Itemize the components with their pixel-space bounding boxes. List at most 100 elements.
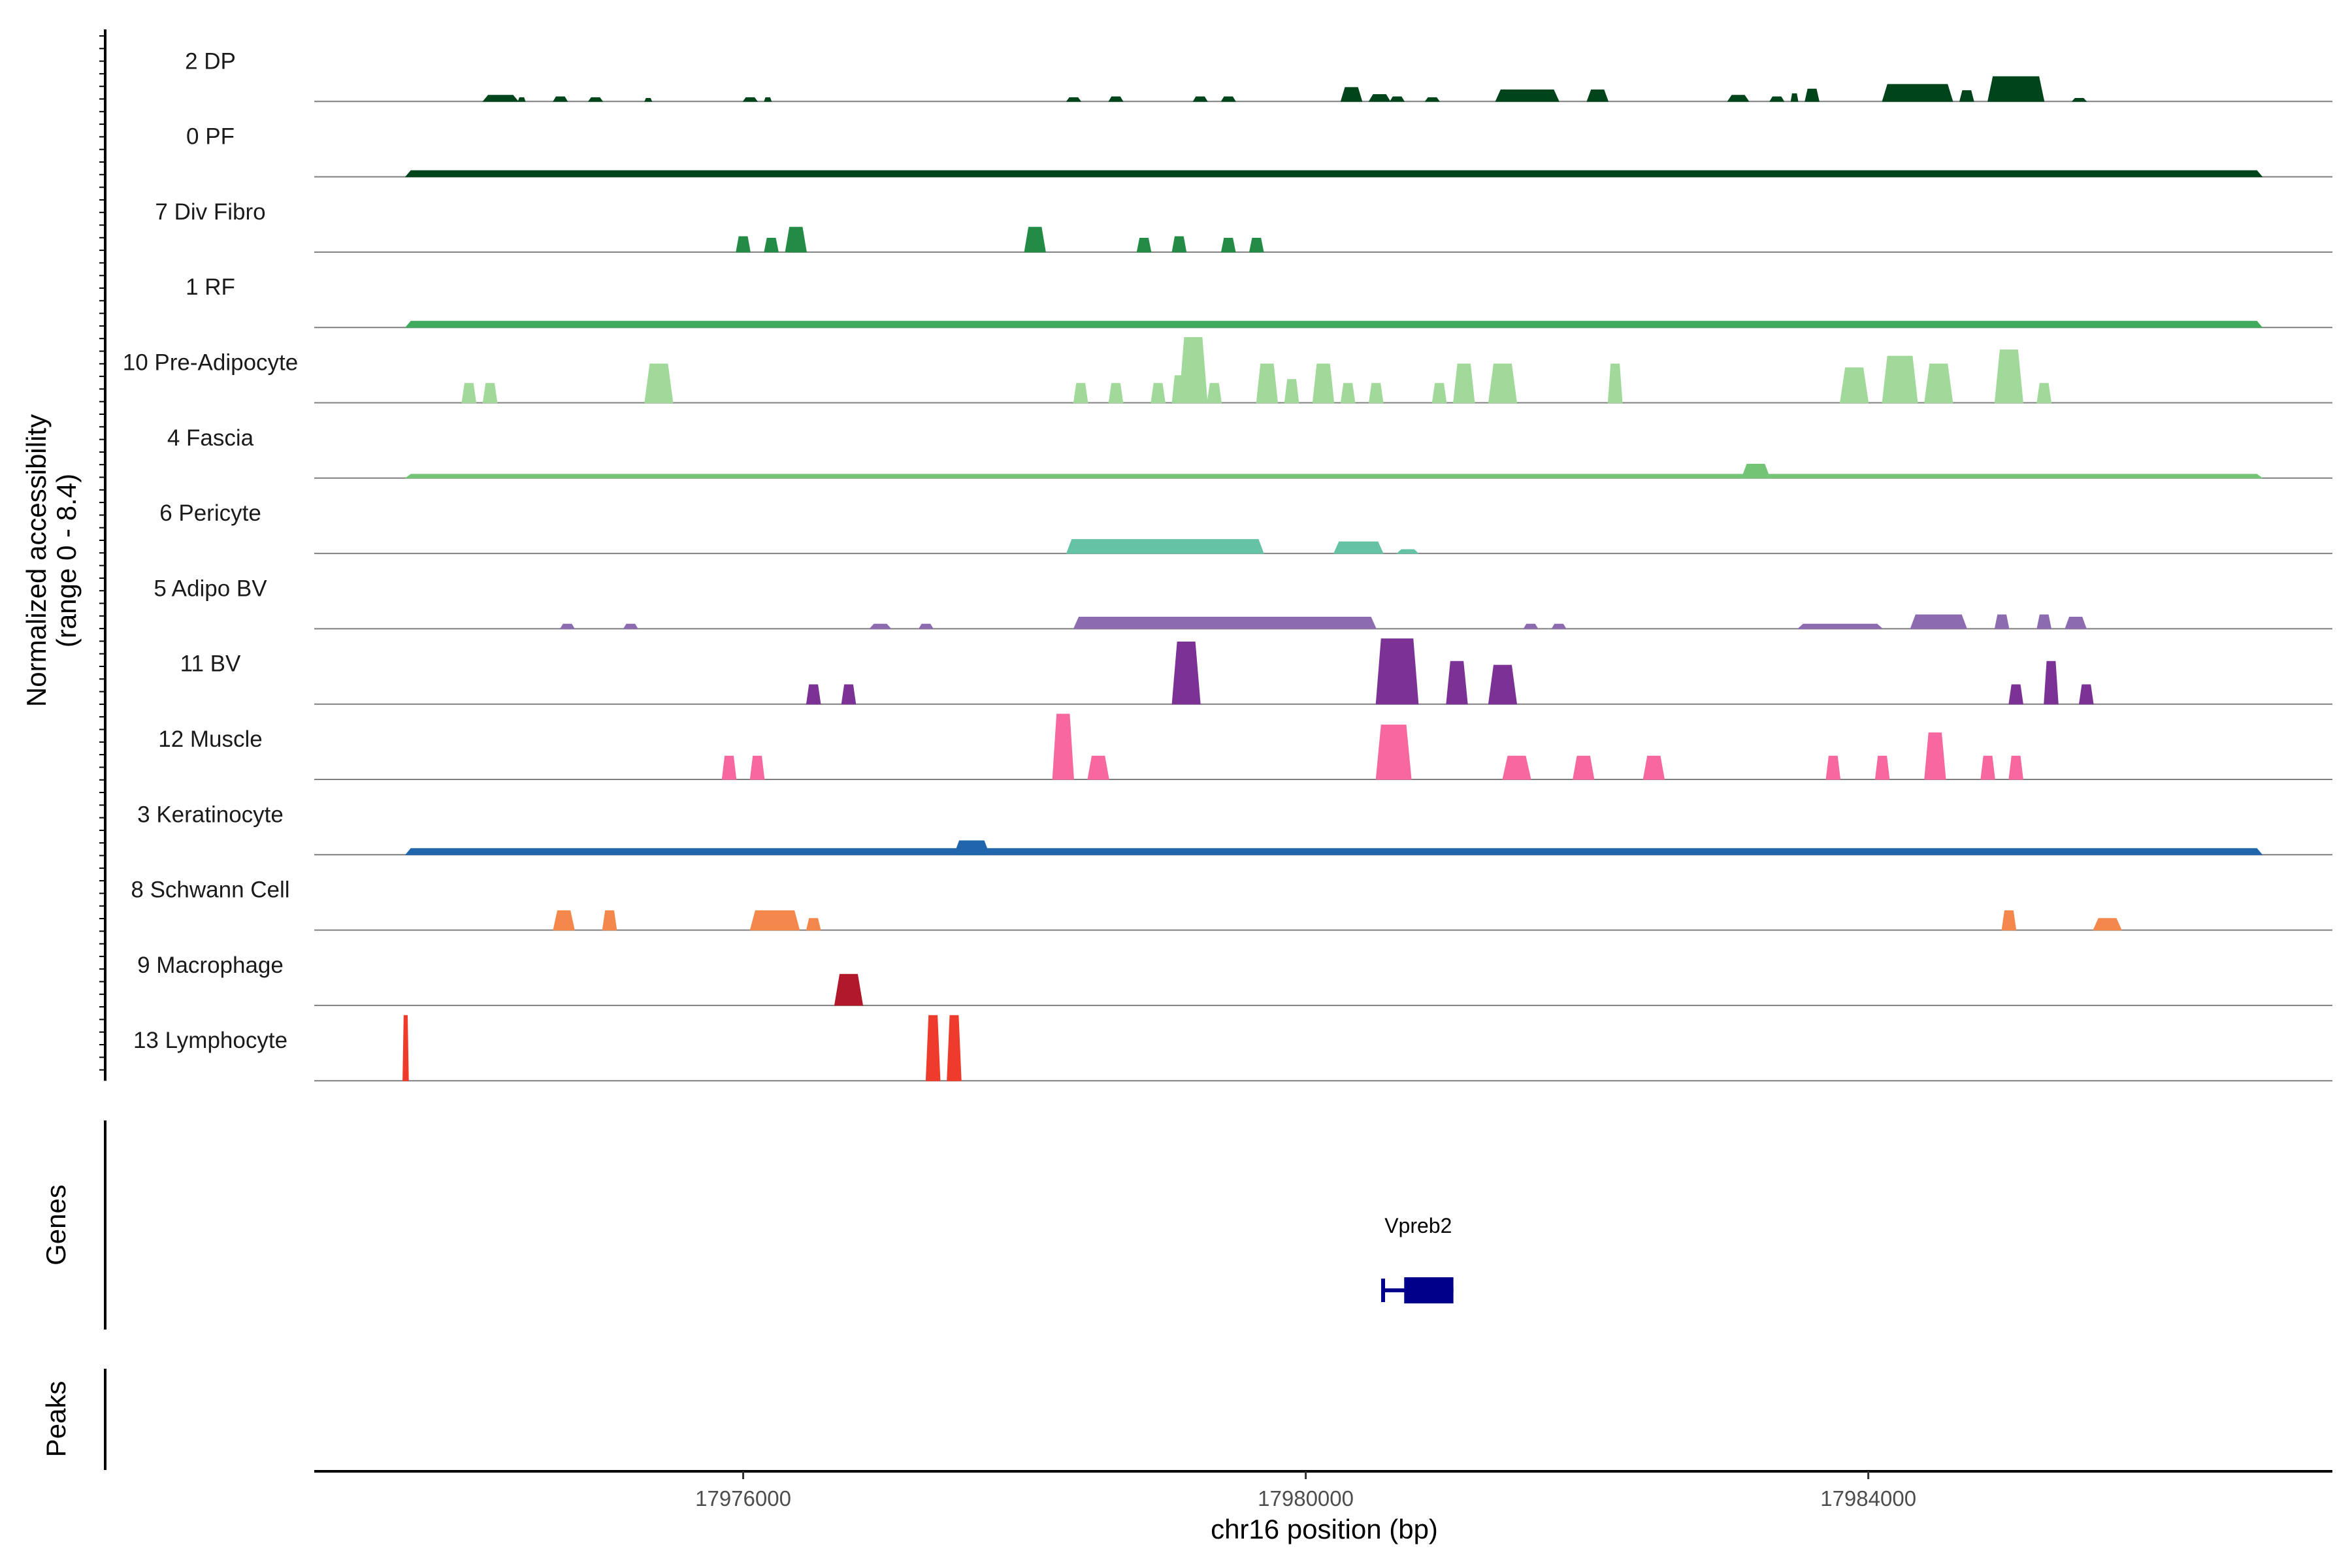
coverage-peak (1136, 237, 1152, 253)
coverage-peak (1825, 755, 1841, 780)
coverage-peak (721, 755, 737, 780)
coverage-peak (841, 684, 857, 705)
coverage-peak (1424, 97, 1441, 102)
track-label: 4 Fascia (167, 425, 254, 451)
gene-label: Vpreb2 (1384, 1214, 1452, 1237)
coverage-peak (644, 98, 653, 102)
coverage-peak (1375, 725, 1412, 780)
track-label: 9 Macrophage (137, 953, 284, 978)
coverage-tracks: 2 DP 0 PF 7 Div Fibro 1 RF 10 Pre-Adipocyte 4… (123, 48, 2332, 1082)
track-label: 8 Schwann Cell (131, 877, 289, 903)
coverage-peak (1882, 355, 1918, 403)
coverage-peak (742, 97, 759, 102)
track-6: 4 Fascia (167, 425, 2332, 479)
x-tick-label: 17984000 (1820, 1486, 1916, 1511)
track-label: 5 Adipo BV (154, 576, 267, 601)
coverage-peak (869, 623, 892, 629)
coverage-peak (1151, 383, 1166, 403)
coverage-peak (623, 623, 638, 629)
coverage-peak (404, 474, 2263, 479)
coverage-peak (602, 910, 617, 931)
coverage-peak (1607, 363, 1623, 403)
track-12: 8 Schwann Cell (131, 877, 2332, 931)
coverage-peak (1207, 383, 1222, 403)
coverage-peak (953, 840, 990, 855)
y-axis-range: (range 0 - 8.4) (51, 474, 82, 647)
coverage-peak (2001, 910, 2017, 931)
coverage-peak (1431, 383, 1447, 403)
coverage-peak (1256, 363, 1279, 403)
track-label: 2 DP (185, 48, 236, 74)
coverage-peak (1108, 383, 1124, 403)
coverage-peak (1368, 94, 1391, 102)
track-8: 5 Adipo BV (154, 576, 2332, 630)
coverage-peak (402, 1015, 409, 1081)
coverage-peak (1249, 237, 1264, 253)
track-label: 11 BV (180, 651, 241, 677)
coverage-peak (1453, 363, 1475, 403)
coverage-peak (806, 684, 821, 705)
track-label: 12 Muscle (158, 727, 263, 752)
coverage-peak (1368, 383, 1384, 403)
track-11: 3 Keratinocyte (137, 802, 2332, 856)
coverage-peak (1171, 236, 1187, 253)
coverage-peak (517, 97, 526, 102)
coverage-peak (1797, 623, 1884, 629)
coverage-peak (2036, 383, 2052, 403)
coverage-peak (1840, 367, 1869, 403)
coverage-peak (1987, 76, 2045, 102)
coverage-peak (1284, 379, 1299, 403)
coverage-peak (947, 1015, 962, 1081)
coverage-peak (1066, 539, 1264, 554)
coverage-peak (925, 1015, 941, 1081)
coverage-peak (1220, 96, 1236, 102)
genes-axis-title: Genes (41, 1184, 71, 1266)
coverage-peak (1179, 337, 1208, 403)
coverage-peak (1741, 463, 1771, 479)
coverage-peak (587, 97, 604, 102)
coverage-peak (1874, 755, 1890, 780)
coverage-peak (1924, 363, 1953, 403)
coverage-peak (1805, 88, 1820, 102)
coverage-peak (1551, 623, 1567, 629)
coverage-peak (1488, 363, 1518, 403)
coverage-peak (1495, 89, 1560, 102)
coverage-peak (2036, 614, 2052, 629)
coverage-peak (559, 623, 576, 629)
coverage-peak (404, 170, 2263, 178)
coverage-peak (749, 910, 800, 931)
track-14: 13 Lymphocyte (133, 1015, 2332, 1082)
coverage-peak (1924, 732, 1946, 780)
coverage-peak (644, 363, 674, 403)
track-7: 6 Pericyte (159, 500, 2332, 555)
x-axis-title: chr16 position (bp) (1211, 1514, 1438, 1544)
coverage-peak (1959, 90, 1974, 102)
track-2: 0 PF (186, 124, 2332, 178)
track-label: 7 Div Fibro (155, 199, 265, 225)
x-ticks: 17976000 17980000 17984000 (695, 1471, 1916, 1511)
coverage-peak (1727, 95, 1750, 102)
coverage-peak (553, 96, 568, 102)
x-tick-label: 17980000 (1258, 1486, 1354, 1511)
coverage-peak (1910, 614, 1968, 629)
coverage-peak (1572, 755, 1595, 780)
coverage-peak (1396, 549, 1420, 554)
coverage-peak (1994, 614, 2010, 629)
coverage-peak (1586, 89, 1609, 102)
coverage-peak (482, 383, 498, 403)
track-1: 2 DP (185, 48, 2332, 103)
coverage-peak (806, 918, 821, 931)
coverage-peak (553, 910, 575, 931)
track-label: 0 PF (186, 124, 235, 150)
coverage-peak (2008, 684, 2024, 705)
coverage-peak (1523, 623, 1539, 629)
peaks-axis-title: Peaks (41, 1381, 71, 1458)
coverage-peak (1994, 350, 2023, 403)
coverage-peak (1980, 755, 1995, 780)
coverage-peak (1066, 97, 1082, 102)
coverage-peak (764, 97, 772, 102)
coverage-peak (764, 237, 779, 253)
coverage-peak (1446, 661, 1468, 705)
coverage-peak (2078, 684, 2094, 705)
